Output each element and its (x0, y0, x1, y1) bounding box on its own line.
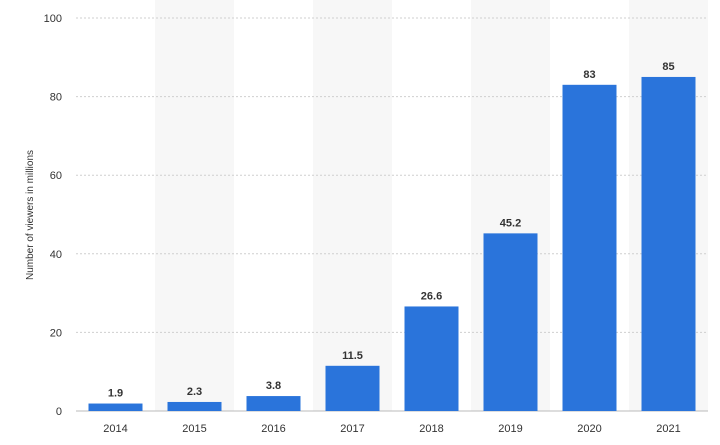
category-band (313, 0, 392, 411)
bar-value-label: 45.2 (500, 217, 521, 229)
y-tick-label: 60 (50, 170, 62, 182)
category-band (155, 0, 234, 411)
bar-value-label: 26.6 (421, 290, 442, 302)
y-tick-label: 20 (50, 327, 62, 339)
y-tick-label: 100 (44, 13, 62, 25)
x-tick-label: 2020 (577, 423, 601, 435)
bar-value-label: 83 (583, 69, 595, 81)
bar-value-label: 11.5 (342, 350, 363, 362)
bar-value-label: 2.3 (187, 386, 202, 398)
bar[interactable] (641, 76, 696, 411)
bar[interactable] (246, 396, 301, 411)
y-tick-label: 0 (56, 406, 62, 418)
bar[interactable] (325, 365, 380, 411)
bar-value-label: 85 (662, 61, 674, 73)
x-tick-label: 2015 (182, 423, 206, 435)
x-tick-label: 2016 (261, 423, 285, 435)
bar-value-label: 1.9 (108, 388, 123, 400)
y-tick-label: 40 (50, 249, 62, 261)
x-tick-label: 2017 (340, 423, 364, 435)
bar[interactable] (483, 233, 538, 411)
bar-value-label: 3.8 (266, 380, 281, 392)
y-tick-label: 80 (50, 92, 62, 104)
x-tick-label: 2014 (103, 423, 127, 435)
y-axis-title: Number of viewers in millions (25, 150, 36, 280)
bar[interactable] (404, 306, 459, 411)
x-tick-label: 2021 (656, 423, 680, 435)
bar[interactable] (88, 403, 143, 411)
bar[interactable] (167, 401, 222, 411)
bar[interactable] (562, 84, 617, 411)
x-tick-label: 2018 (419, 423, 443, 435)
x-tick-label: 2019 (498, 423, 522, 435)
